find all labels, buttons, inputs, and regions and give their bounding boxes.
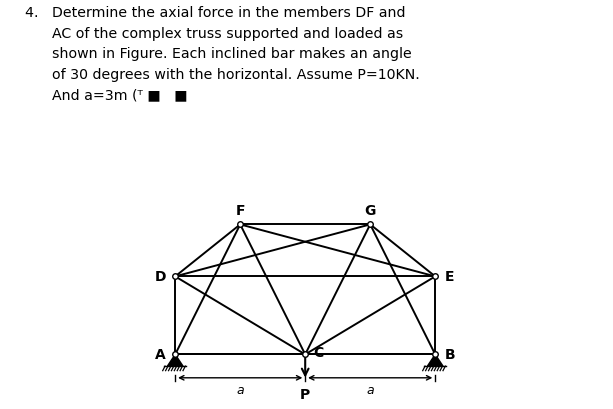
Text: A: A xyxy=(155,348,166,362)
Text: G: G xyxy=(365,203,376,217)
Text: F: F xyxy=(235,203,245,217)
Text: B: B xyxy=(444,348,455,362)
Text: E: E xyxy=(444,270,454,284)
Text: C: C xyxy=(313,345,323,359)
Text: D: D xyxy=(154,270,166,284)
Polygon shape xyxy=(167,355,183,366)
Text: a: a xyxy=(367,383,374,396)
Polygon shape xyxy=(427,355,443,366)
Text: P: P xyxy=(300,387,310,401)
Text: 4.   Determine the axial force in the members DF and
      AC of the complex tru: 4. Determine the axial force in the memb… xyxy=(25,6,419,102)
Text: a: a xyxy=(237,383,244,396)
